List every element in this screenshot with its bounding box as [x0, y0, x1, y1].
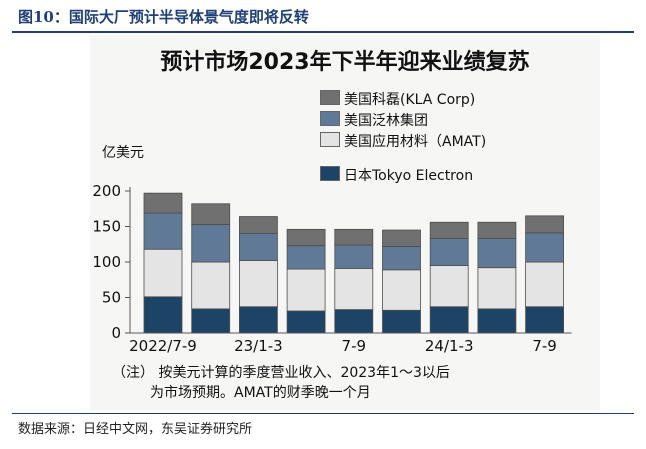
bar-segment: [143, 248, 183, 298]
bottom-rule: [12, 413, 634, 414]
y-tick-label: 200: [92, 182, 121, 200]
plot-area: 0 50 100 150 200 2022/7-9 23/1-3 7-9 24/1-3 7-9: [92, 182, 572, 355]
bar-segment: [477, 267, 517, 310]
bar-segment: [382, 229, 421, 247]
y-tick-label: 100: [92, 253, 121, 271]
bar-segment: [286, 268, 326, 312]
x-tick-label: 23/1-3: [234, 337, 283, 355]
bar-segment: [238, 306, 278, 334]
chart-panel: 预计市场2023年下半年迎来业绩复苏 美国科磊(KLA Corp) 美国泛林集团…: [90, 36, 600, 410]
bar-segment: [191, 203, 231, 225]
bar-segment: [429, 221, 469, 239]
legend-swatch: [320, 111, 340, 126]
bar-segment: [238, 216, 278, 234]
legend-swatch: [320, 132, 340, 147]
legend-swatch: [320, 166, 340, 181]
bar-segment: [286, 228, 326, 247]
x-tick-label: 2022/7-9: [129, 337, 197, 355]
bar-segment: [429, 306, 469, 334]
bar-segment: [334, 228, 374, 246]
y-tick-label: 50: [102, 289, 121, 307]
figure-header: 图10：国际大厂预计半导体景气度即将反转: [0, 0, 646, 32]
bar-segment: [525, 261, 565, 308]
bar-segment: [238, 233, 278, 261]
top-rule: [12, 31, 634, 33]
bar-segment: [382, 245, 421, 271]
figure-title: 图10：国际大厂预计半导体景气度即将反转: [18, 8, 309, 26]
bar-segment: [382, 269, 421, 311]
bar-segment: [191, 223, 231, 263]
y-axis-unit: 亿美元: [102, 145, 144, 161]
legend-label: 美国应用材料（AMAT): [344, 134, 487, 150]
bar-segment: [477, 221, 517, 239]
bar-segment: [191, 261, 231, 310]
bar-segment: [286, 245, 326, 270]
legend-label: 美国科磊(KLA Corp): [344, 92, 476, 108]
source-note: 数据来源：日经中文网，东吴证券研究所: [18, 422, 253, 437]
legend-label: 美国泛林集团: [344, 113, 428, 129]
bar-segment: [286, 310, 326, 334]
bar-segment: [143, 192, 183, 214]
note-line-2: 为市场预期。AMAT的财季晚一个月: [150, 385, 371, 401]
bar-segment: [525, 215, 565, 234]
bar-segment: [334, 267, 374, 310]
bar-segment: [191, 308, 231, 334]
chart-note: （注） 按美元计算的季度营业收入、2023年1～3以后 为市场预期。AMAT的财…: [112, 363, 450, 403]
bar-segment: [382, 309, 421, 334]
bar-segment: [477, 238, 517, 269]
bar-segment: [525, 232, 565, 263]
x-tick-label: 24/1-3: [425, 337, 474, 355]
bar-segment: [334, 309, 374, 334]
bar-segment: [334, 244, 374, 269]
bar-segment: [477, 308, 517, 334]
bar-segment: [429, 238, 469, 266]
bar-segment: [238, 260, 278, 308]
bar-segment: [143, 296, 183, 334]
y-tick-label: 0: [111, 324, 121, 342]
bar-segment: [143, 212, 183, 250]
legend-label: 日本Tokyo Electron: [344, 168, 474, 184]
x-tick-label: 7-9: [342, 337, 367, 355]
bar-segment: [525, 306, 565, 334]
note-line-1: （注） 按美元计算的季度营业收入、2023年1～3以后: [112, 365, 450, 381]
x-tick-label: 7-9: [532, 337, 557, 355]
legend-swatch: [320, 90, 340, 105]
bar-segment: [429, 265, 469, 308]
chart-title: 预计市场2023年下半年迎来业绩复苏: [160, 50, 530, 75]
y-tick-label: 150: [92, 218, 121, 236]
